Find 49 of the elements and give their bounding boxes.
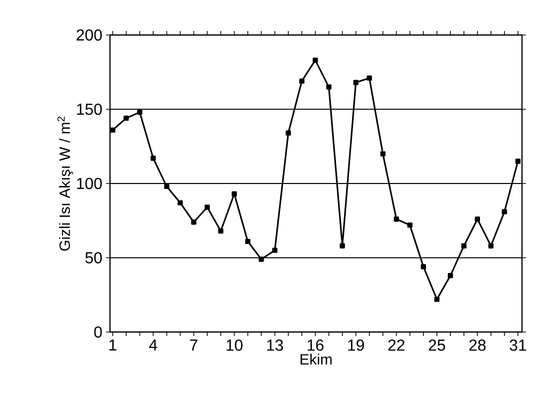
y-tick-label: 0 <box>94 326 102 338</box>
x-tick-label: 16 <box>308 340 324 351</box>
point <box>245 238 250 244</box>
point <box>150 156 156 161</box>
point <box>394 216 399 222</box>
point <box>299 78 304 84</box>
point <box>124 116 129 121</box>
point <box>272 248 278 253</box>
x-axis-title: Ekim <box>300 354 332 364</box>
point <box>204 204 210 210</box>
point <box>178 200 183 206</box>
y-axis-title: Gizli Isı Akışı W / m$^{2}$ <box>57 116 74 251</box>
x-tick-label: 10 <box>226 340 243 351</box>
point <box>286 130 291 136</box>
point <box>164 184 170 190</box>
point <box>434 296 440 302</box>
x-tick-label: 19 <box>348 340 364 351</box>
x-tick-label: 25 <box>428 340 446 351</box>
point <box>448 272 454 278</box>
y-tick-label: 50 <box>85 252 102 264</box>
point <box>515 158 521 164</box>
point <box>366 75 372 81</box>
point <box>461 243 467 248</box>
y-tick-label: 100 <box>77 178 102 190</box>
point <box>110 127 116 133</box>
point <box>191 220 196 225</box>
point <box>218 228 224 234</box>
x-tick-label: 13 <box>267 340 283 351</box>
point <box>420 264 426 270</box>
x-tick-label: 22 <box>388 340 404 351</box>
point <box>326 84 332 90</box>
point <box>137 110 142 115</box>
point <box>353 80 358 86</box>
point <box>488 243 494 248</box>
point <box>502 209 508 214</box>
point <box>340 243 345 248</box>
y-tick-label: 200 <box>76 29 102 41</box>
y-tick-label: 150 <box>77 104 102 115</box>
point <box>258 256 264 262</box>
point <box>407 222 412 228</box>
x-tick-label: 4 <box>149 340 158 350</box>
x-tick-label: 31 <box>510 340 526 351</box>
point <box>380 151 386 156</box>
x-tick-label: 1 <box>109 340 116 350</box>
point <box>232 191 237 196</box>
x-tick-label: 7 <box>190 340 198 350</box>
point <box>312 58 318 63</box>
x-tick-label: 28 <box>469 340 486 351</box>
point <box>474 216 480 222</box>
